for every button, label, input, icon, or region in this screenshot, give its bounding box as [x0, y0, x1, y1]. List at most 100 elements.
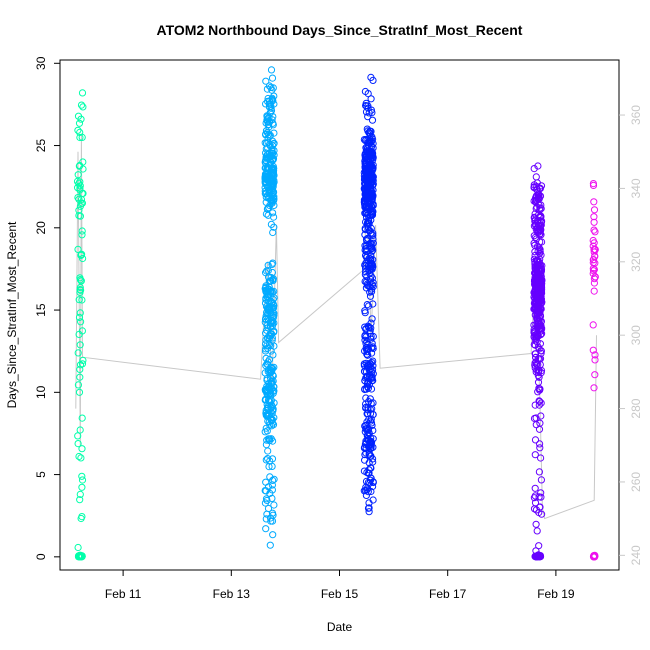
data-point-group-3 [366, 395, 374, 403]
data-point-group-2 [268, 86, 276, 94]
secondary-series-line [75, 133, 597, 520]
data-point-group-2 [270, 129, 278, 137]
data-point-group-2 [263, 267, 271, 275]
data-point-group-3 [369, 246, 377, 254]
data-point-group-2 [263, 404, 271, 412]
data-point-group-5 [591, 273, 599, 281]
data-point-group-4 [531, 484, 539, 492]
data-point-group-3 [362, 189, 370, 197]
data-point-group-4 [535, 298, 543, 306]
data-point-group-5 [589, 181, 598, 189]
data-point-group-2 [264, 184, 272, 192]
data-point-group-3 [362, 192, 370, 200]
data-point-group-3 [363, 145, 371, 153]
data-point-group-2 [261, 177, 269, 185]
data-point-group-4 [531, 436, 540, 444]
data-point-group-1 [74, 245, 82, 253]
data-point-group-2 [269, 295, 277, 303]
y-tick-label: 10 [34, 385, 48, 399]
data-point-group-3 [369, 377, 377, 385]
data-point-group-3 [367, 210, 375, 218]
data-point-group-3 [364, 431, 372, 439]
data-point-group-5 [590, 279, 599, 287]
data-point-group-2 [264, 138, 272, 146]
data-point-group-3 [361, 422, 369, 430]
data-point-group-3 [362, 218, 370, 226]
data-point-group-5 [589, 267, 598, 275]
data-point-group-5 [590, 239, 598, 247]
data-point-group-3 [363, 486, 371, 494]
data-point-group-5 [591, 228, 599, 236]
data-point-group-5 [591, 351, 599, 359]
data-point-group-3 [365, 469, 373, 477]
data-point-group-2 [262, 288, 270, 296]
data-point-group-2 [262, 441, 270, 449]
data-point-group-1 [76, 341, 84, 349]
x-tick-label: Feb 19 [537, 587, 575, 601]
data-point-group-4 [533, 183, 541, 191]
data-point-group-2 [262, 525, 270, 533]
data-point-group-1 [75, 180, 83, 188]
data-point-group-4 [538, 238, 546, 246]
data-point-group-4 [533, 267, 541, 275]
data-point-group-4 [536, 279, 545, 288]
data-point-group-2 [267, 414, 275, 422]
data-point-group-3 [366, 138, 374, 146]
data-point-group-1 [75, 313, 84, 321]
data-point-group-2 [268, 481, 276, 489]
data-point-group-3 [364, 345, 372, 353]
data-point-group-2 [268, 322, 276, 330]
data-point-group-4 [533, 203, 541, 211]
data-point-group-1 [77, 115, 85, 123]
data-point-group-2 [262, 515, 270, 523]
data-point-group-2 [265, 463, 273, 471]
data-point-group-4 [532, 173, 540, 181]
data-point-group-3 [361, 177, 370, 185]
data-point-group-1 [77, 514, 85, 523]
data-point-group-2 [262, 156, 270, 164]
data-point-group-2 [268, 146, 276, 154]
data-point-group-2 [262, 269, 270, 277]
data-point-group-3 [369, 426, 377, 435]
data-point-group-3 [369, 229, 377, 237]
data-point-group-4 [534, 295, 542, 303]
data-point-group-3 [361, 231, 369, 239]
data-point-group-3 [366, 476, 375, 484]
data-point-group-2 [268, 403, 276, 411]
data-point-group-2 [269, 259, 277, 267]
data-point-group-3 [362, 449, 370, 457]
data-point-group-2 [264, 204, 272, 213]
data-point-group-4 [534, 343, 542, 351]
x-tick-label: Feb 15 [321, 587, 359, 601]
data-point-group-2 [264, 304, 272, 312]
data-point-group-1 [77, 101, 86, 109]
data-point-group-3 [365, 203, 373, 211]
data-point-group-1 [76, 490, 84, 498]
y-tick-label: 30 [34, 56, 48, 70]
data-point-group-1 [78, 483, 86, 491]
y2-tick-label: 260 [629, 472, 643, 492]
data-point-group-4 [531, 350, 540, 358]
data-point-group-4 [535, 284, 543, 292]
data-point-group-4 [533, 366, 541, 374]
data-point-group-4 [537, 325, 545, 333]
data-point-group-3 [368, 315, 376, 323]
data-point-group-2 [268, 416, 276, 424]
data-point-group-3 [364, 104, 372, 112]
data-point-group-4 [530, 197, 538, 205]
data-point-group-1 [77, 195, 86, 204]
data-point-group-3 [368, 109, 376, 117]
data-point-group-1 [79, 103, 87, 111]
y2-tick-label: 340 [629, 178, 643, 198]
data-point-group-1 [74, 381, 83, 389]
data-point-group-3 [360, 467, 368, 475]
data-point-group-1 [75, 206, 83, 214]
data-point-group-3 [365, 164, 373, 172]
data-point-group-3 [369, 256, 377, 264]
data-point-group-2 [263, 510, 271, 518]
data-point-group-5 [591, 371, 599, 379]
data-point-group-4 [536, 385, 544, 393]
data-point-group-5 [589, 264, 597, 273]
data-point-group-4 [537, 412, 545, 420]
data-point-group-3 [367, 319, 375, 327]
